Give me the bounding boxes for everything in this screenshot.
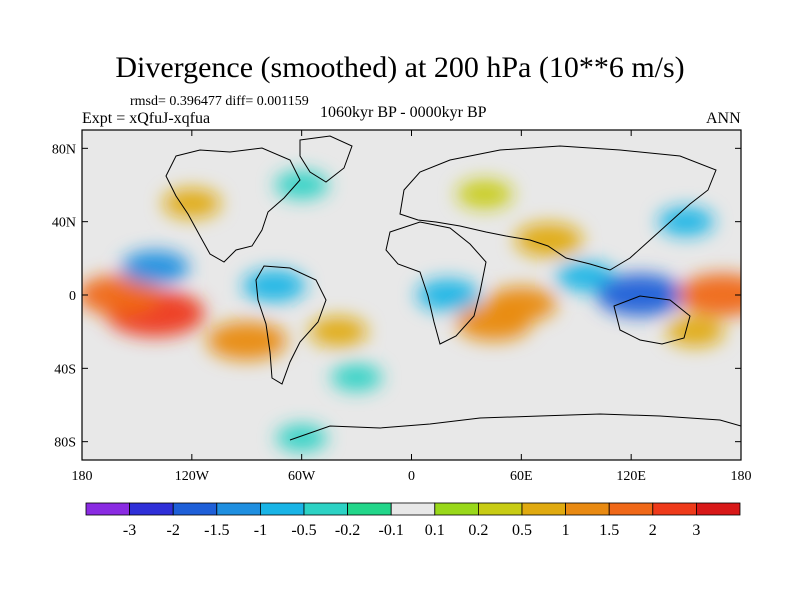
colorbar-swatch — [434, 502, 479, 516]
colorbar-label: -0.1 — [379, 522, 404, 539]
anomaly-region-19 — [330, 364, 383, 391]
colorbar-swatch — [696, 502, 741, 516]
colorbar-label: -1 — [254, 522, 267, 539]
anomaly-region-18 — [658, 207, 715, 237]
coast-eurasia — [399, 145, 717, 271]
colorbar-swatch — [347, 502, 392, 516]
x-tick-label: 60W — [288, 469, 316, 484]
anomaly-region-5 — [242, 269, 306, 302]
season-label: ANN — [706, 110, 741, 127]
anomaly-region-6 — [309, 316, 368, 347]
colorbar-label: -2 — [167, 522, 180, 539]
experiment-label: Expt = xQfuJ-xqfua — [82, 110, 211, 127]
colorbar-swatch — [652, 502, 697, 516]
colorbar-swatch — [477, 502, 523, 516]
map-axes: 180 120W 60W 0 60E 120E 180 80N 40N 0 40S 80S — [52, 130, 752, 484]
x-tick-label: 180 — [72, 469, 93, 484]
colorbar-label: 1.5 — [599, 522, 619, 539]
colorbar-label: 0.2 — [468, 522, 488, 539]
coast-north-america — [165, 147, 301, 263]
coastlines — [165, 135, 741, 441]
anomaly-region-14 — [666, 316, 725, 347]
colorbar-label: 2 — [649, 522, 657, 539]
divergence-field — [82, 171, 741, 452]
x-tick-label: 120E — [616, 469, 646, 484]
colorbar-swatch — [303, 502, 348, 516]
colorbar-label: 3 — [692, 522, 700, 539]
y-tick-label: 40S — [54, 362, 76, 377]
coast-africa — [385, 221, 487, 345]
colorbar-swatch — [129, 502, 174, 516]
colorbar-swatch — [565, 502, 610, 516]
chart-title: Divergence (smoothed) at 200 hPa (10**6 … — [115, 51, 685, 84]
y-tick-label: 80N — [52, 142, 76, 157]
anomaly-region-3 — [206, 321, 287, 361]
anomaly-region-10 — [514, 223, 583, 257]
colorbar-label: 0.1 — [425, 522, 445, 539]
colorbar-label: 0.5 — [512, 522, 532, 539]
colorbar-label: -1.5 — [204, 522, 229, 539]
period-label: 1060kyr BP - 0000kyr BP — [320, 104, 487, 121]
colorbar-swatch — [390, 502, 436, 516]
colorbar-label: 1 — [562, 522, 570, 539]
x-tick-label: 120W — [175, 469, 210, 484]
colorbar-swatch — [216, 502, 261, 516]
colorbar-swatch — [259, 502, 305, 516]
anomaly-region-13 — [677, 273, 741, 317]
coast-australia — [613, 295, 691, 345]
anomaly-region-7 — [416, 279, 480, 311]
stats-text: rmsd= 0.396477 diff= 0.001159 — [130, 94, 309, 109]
anomaly-region-11 — [556, 261, 615, 292]
colorbar-swatch — [85, 502, 130, 516]
anomaly-region-9 — [486, 286, 557, 322]
anomaly-region-4 — [121, 250, 190, 285]
colorbar-label: -3 — [123, 522, 136, 539]
colorbar-swatch — [172, 502, 218, 516]
colorbar: -3 -2 -1.5 -1 -0.5 -0.2 -0.1 0.1 0.2 0.5 1 1.5 2 3 — [85, 502, 741, 539]
coast-south-america — [255, 265, 327, 385]
x-tick-label: 180 — [731, 469, 752, 484]
colorbar-label: -0.5 — [291, 522, 316, 539]
y-tick-label: 0 — [69, 289, 76, 304]
anomaly-region-17 — [456, 179, 513, 209]
x-tick-label: 60E — [510, 469, 533, 484]
coast-greenland — [299, 135, 353, 183]
anomaly-region-16 — [274, 171, 329, 199]
anomaly-region-20 — [276, 424, 328, 452]
colorbar-swatch — [608, 502, 654, 516]
coast-antarctica — [289, 413, 741, 441]
colorbar-swatch — [521, 502, 566, 516]
anomaly-region-2 — [82, 275, 160, 315]
colorbar-label: -0.2 — [335, 522, 360, 539]
anomaly-region-12 — [596, 274, 684, 316]
anomaly-region-15 — [162, 188, 222, 219]
y-tick-label: 80S — [54, 436, 76, 451]
y-tick-label: 40N — [52, 216, 76, 231]
x-tick-label: 0 — [408, 469, 415, 484]
